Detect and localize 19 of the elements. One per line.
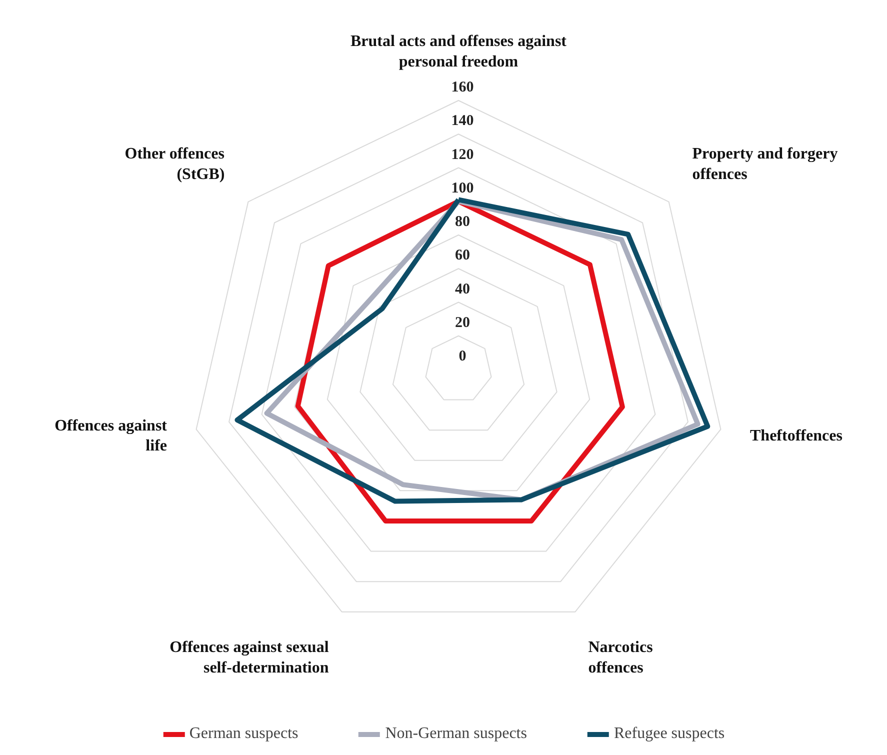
spoke-label: Narcotics offences — [588, 638, 653, 676]
y-tick-label: 160 — [451, 80, 474, 96]
spoke-label: Property and forgery offences — [692, 146, 838, 184]
spoke-label: Offences against sexual self-determination — [170, 638, 330, 676]
y-tick-label: 40 — [455, 281, 470, 298]
spoke-label: Brutal acts and offenses against personal freedom — [350, 33, 568, 70]
y-tick-label: 60 — [455, 248, 470, 264]
y-tick-label: 0 — [458, 348, 466, 364]
y-tick-label: 100 — [451, 180, 474, 196]
legend-label: German suspects — [189, 725, 298, 743]
legend-label: Refugee suspects — [614, 725, 725, 743]
y-tick-label: 20 — [455, 314, 470, 331]
y-tick-label: 140 — [451, 113, 474, 130]
y-tick-label: 120 — [451, 146, 474, 163]
y-tick-label: 80 — [455, 214, 470, 230]
spoke-label: Offences against life — [54, 417, 168, 455]
legend-label: Non-German suspects — [385, 725, 527, 743]
spoke-label: Theftoffences — [750, 428, 842, 445]
spoke-label: Other offences (StGB) — [124, 146, 225, 184]
